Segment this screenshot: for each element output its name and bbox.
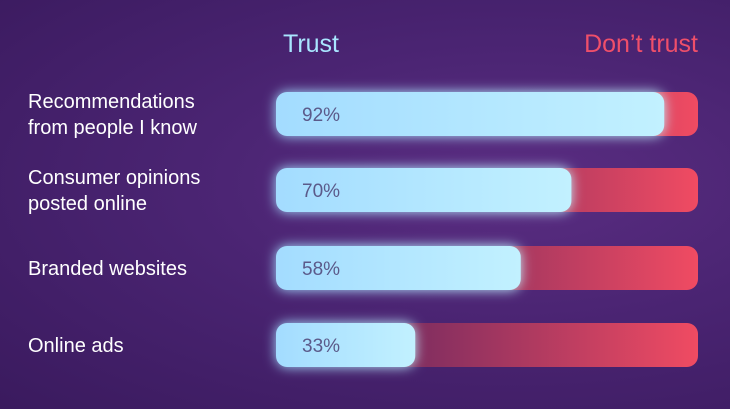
trust-value-label: 58% (302, 259, 340, 280)
legend-dont-trust: Don’t trust (584, 30, 698, 58)
trust-value-label: 92% (302, 105, 340, 126)
trust-bar (276, 168, 572, 212)
trust-bar (276, 323, 416, 367)
category-label: Recommendations (28, 91, 195, 113)
category-label: Consumer opinions (28, 167, 200, 189)
category-label: from people I know (28, 117, 198, 139)
category-label: posted online (28, 193, 147, 215)
trust-bar (276, 92, 665, 136)
trust-value-label: 70% (302, 181, 340, 202)
category-label: Online ads (28, 335, 124, 357)
legend-trust: Trust (283, 30, 339, 58)
trust-value-label: 33% (302, 336, 340, 357)
bar-group: Recommendations from people I know 92% Cons… (28, 91, 698, 367)
trust-bar (276, 246, 521, 290)
category-label: Branded websites (28, 258, 187, 280)
